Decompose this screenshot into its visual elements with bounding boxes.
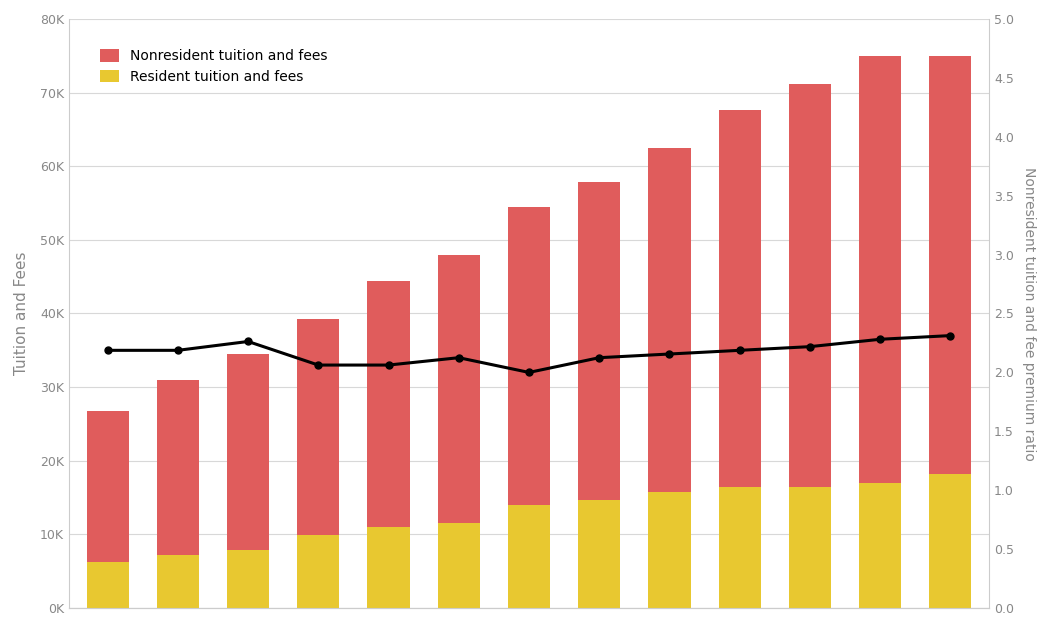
Bar: [789, 486, 831, 608]
Bar: [929, 55, 971, 608]
Bar: [859, 483, 901, 608]
Bar: [649, 148, 691, 608]
Bar: [368, 527, 410, 608]
Bar: [438, 524, 480, 608]
Bar: [929, 474, 971, 608]
Bar: [227, 550, 269, 608]
Bar: [297, 536, 339, 608]
Bar: [579, 500, 621, 608]
Bar: [438, 255, 480, 608]
Bar: [156, 380, 198, 608]
Bar: [368, 281, 410, 608]
Bar: [789, 84, 831, 608]
Legend: Nonresident tuition and fees, Resident tuition and fees: Nonresident tuition and fees, Resident t…: [94, 43, 334, 89]
Bar: [86, 563, 129, 608]
Bar: [227, 354, 269, 608]
Bar: [508, 505, 550, 608]
Bar: [859, 55, 901, 608]
Bar: [579, 181, 621, 608]
Bar: [718, 486, 761, 608]
Bar: [718, 110, 761, 608]
Y-axis label: Nonresident tuition and fee premium ratio: Nonresident tuition and fee premium rati…: [1022, 166, 1036, 461]
Bar: [508, 207, 550, 608]
Bar: [297, 319, 339, 608]
Bar: [649, 493, 691, 608]
Bar: [156, 555, 198, 608]
Y-axis label: Tuition and Fees: Tuition and Fees: [14, 252, 29, 375]
Bar: [86, 411, 129, 608]
